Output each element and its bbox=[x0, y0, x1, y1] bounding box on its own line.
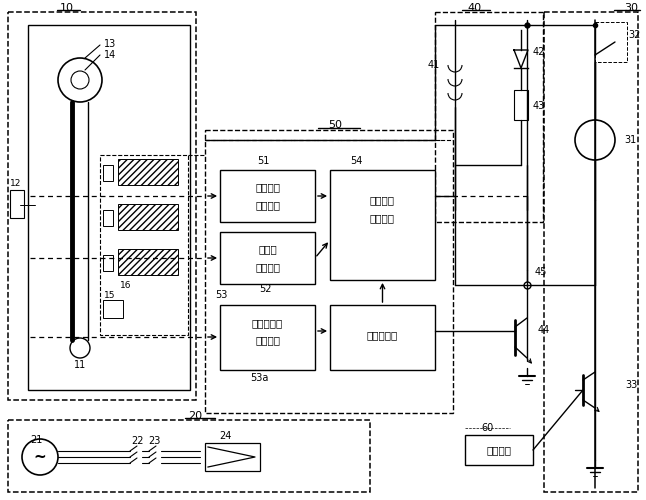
Text: 23: 23 bbox=[148, 436, 160, 446]
Text: ~: ~ bbox=[34, 450, 47, 464]
Text: 制动力控制: 制动力控制 bbox=[252, 318, 283, 328]
Bar bbox=[103, 165, 113, 181]
Text: 16: 16 bbox=[120, 282, 132, 290]
Bar bbox=[205, 130, 453, 413]
Text: 60: 60 bbox=[482, 423, 494, 433]
Bar bbox=[514, 90, 528, 120]
Text: 42: 42 bbox=[533, 47, 545, 57]
Text: 处理单元: 处理单元 bbox=[255, 335, 280, 345]
Text: 52: 52 bbox=[260, 284, 272, 294]
Text: 故障检测部: 故障检测部 bbox=[367, 330, 398, 340]
Bar bbox=[8, 420, 370, 492]
Bar bbox=[103, 255, 113, 271]
Text: 检测单元: 检测单元 bbox=[255, 262, 280, 272]
Text: 54: 54 bbox=[350, 156, 362, 166]
Text: 12: 12 bbox=[10, 178, 21, 188]
Bar bbox=[118, 249, 178, 275]
Text: 10: 10 bbox=[60, 3, 74, 13]
Text: 21: 21 bbox=[30, 435, 43, 445]
Bar bbox=[595, 22, 627, 62]
Text: 门敞开: 门敞开 bbox=[258, 244, 277, 254]
Text: 接点信号: 接点信号 bbox=[255, 182, 280, 192]
Text: 43: 43 bbox=[533, 101, 545, 111]
Text: 45: 45 bbox=[535, 267, 547, 277]
Bar bbox=[118, 159, 178, 185]
Text: 11: 11 bbox=[74, 360, 86, 370]
Text: 30: 30 bbox=[624, 3, 638, 13]
Text: 44: 44 bbox=[538, 325, 550, 335]
Text: 20: 20 bbox=[188, 411, 202, 421]
Text: 切断单元: 切断单元 bbox=[370, 213, 395, 223]
Bar bbox=[220, 232, 315, 284]
Bar bbox=[330, 305, 435, 370]
Text: 14: 14 bbox=[104, 50, 116, 60]
Bar bbox=[10, 190, 24, 218]
Bar bbox=[118, 204, 178, 230]
Bar bbox=[220, 305, 315, 370]
Text: 32: 32 bbox=[628, 30, 640, 40]
Bar bbox=[465, 435, 533, 465]
Text: 控制单元: 控制单元 bbox=[486, 445, 512, 455]
Bar bbox=[28, 25, 190, 390]
Bar bbox=[220, 170, 315, 222]
Text: 40: 40 bbox=[467, 3, 481, 13]
Bar bbox=[435, 12, 543, 222]
Bar bbox=[8, 12, 196, 400]
Text: 24: 24 bbox=[219, 431, 231, 441]
Text: 检测单元: 检测单元 bbox=[255, 200, 280, 210]
Text: 33: 33 bbox=[625, 380, 637, 390]
Bar bbox=[100, 155, 188, 335]
Text: 22: 22 bbox=[130, 436, 143, 446]
Bar bbox=[205, 443, 260, 471]
Bar bbox=[330, 170, 435, 280]
Text: 53a: 53a bbox=[250, 373, 268, 383]
Text: 41: 41 bbox=[428, 60, 440, 70]
Text: 51: 51 bbox=[258, 156, 270, 166]
Text: 13: 13 bbox=[104, 39, 116, 49]
Text: 15: 15 bbox=[104, 290, 116, 300]
Text: 50: 50 bbox=[328, 120, 342, 130]
Bar bbox=[103, 300, 123, 318]
Bar bbox=[103, 210, 113, 226]
Bar bbox=[544, 12, 638, 492]
Text: 31: 31 bbox=[624, 135, 636, 145]
Text: 53: 53 bbox=[215, 290, 227, 300]
Text: 制动电源: 制动电源 bbox=[370, 195, 395, 205]
